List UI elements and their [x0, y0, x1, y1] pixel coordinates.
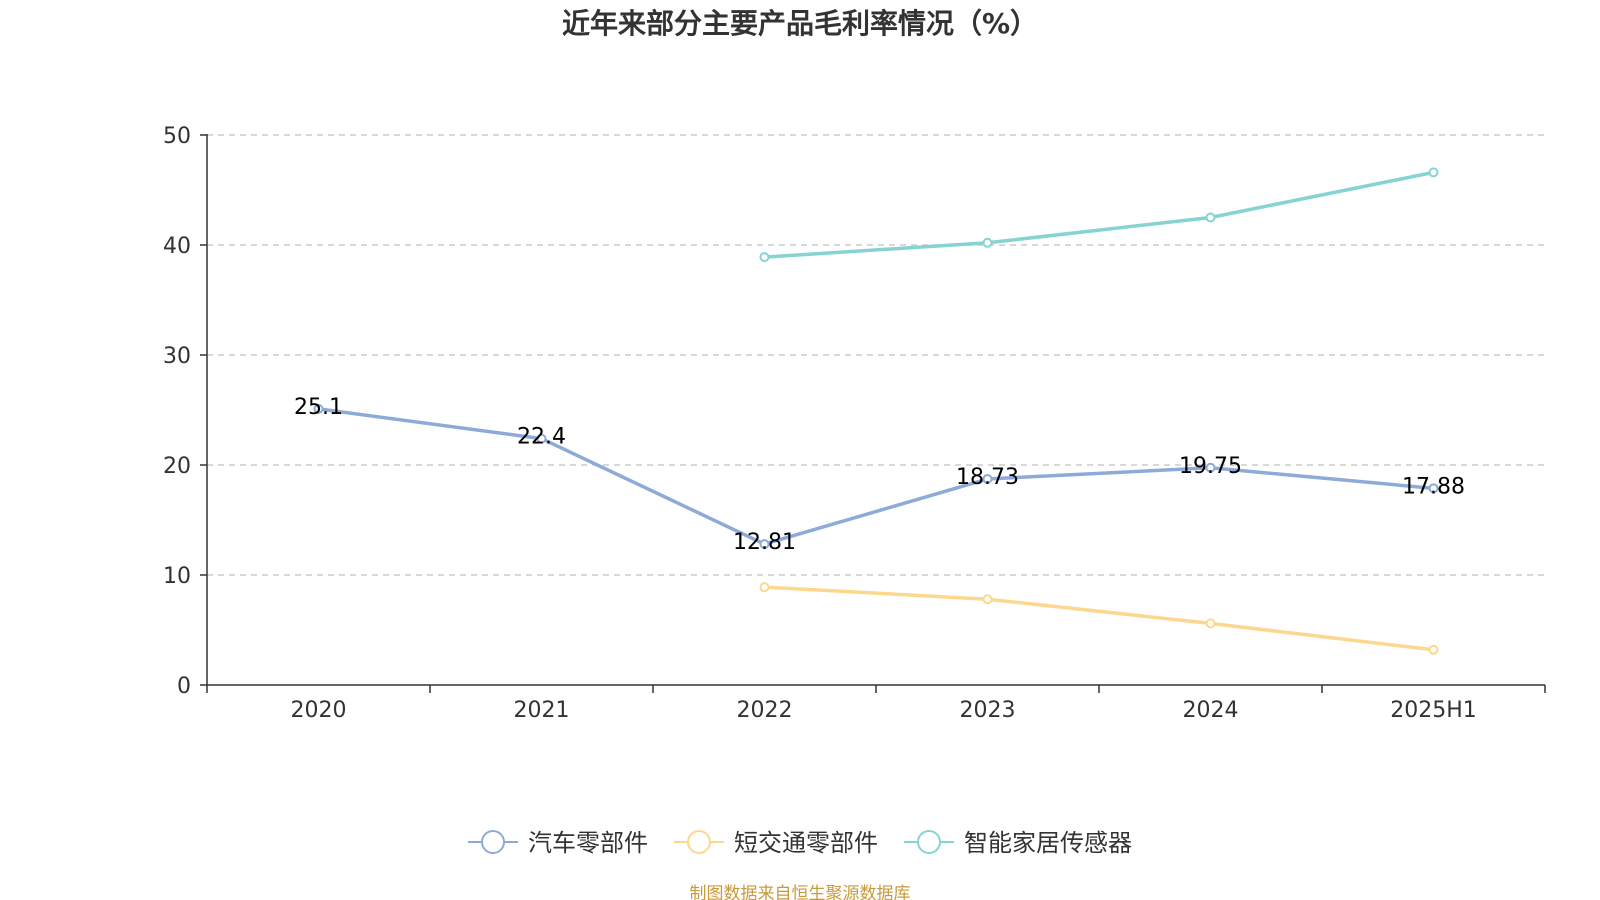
data-label: 19.75 [1179, 454, 1242, 479]
data-point [759, 252, 770, 263]
legend-marker [917, 830, 941, 854]
series-line-0 [316, 407, 1436, 546]
data-labels: 25.1 22.4 12.81 18.73 19.75 17.88 [294, 395, 1465, 555]
data-point [982, 237, 993, 248]
data-label: 12.81 [733, 530, 796, 555]
data-point [1428, 483, 1439, 494]
data-label: 22.4 [517, 425, 566, 450]
y-tick-label: 50 [163, 124, 191, 149]
y-tick-label: 0 [177, 674, 191, 699]
data-point [1428, 644, 1439, 655]
x-tick-label: 2021 [514, 698, 570, 723]
legend-marker [481, 830, 505, 854]
x-tick-label: 2023 [960, 698, 1016, 723]
series-line-1 [762, 585, 1436, 652]
y-tick-label: 10 [163, 564, 191, 589]
data-label: 18.73 [956, 465, 1019, 490]
legend-label: 汽车零部件 [528, 829, 648, 857]
y-tick-label: 30 [163, 344, 191, 369]
data-point [759, 539, 770, 550]
data-label: 17.88 [1402, 474, 1465, 499]
data-point [1205, 212, 1216, 223]
legend-item-0: 汽车零部件 [468, 829, 648, 857]
axes: 0 10 20 30 40 50 2020 2021 2022 2023 2024 2025H1 [163, 124, 1546, 723]
legend-item-1: 短交通零部件 [674, 829, 878, 857]
data-point [759, 582, 770, 593]
data-point [982, 594, 993, 605]
x-tick-label: 2024 [1183, 698, 1239, 723]
series-lines [313, 167, 1439, 655]
data-point [982, 473, 993, 484]
legend-marker [687, 830, 711, 854]
series-line-2 [762, 170, 1436, 259]
data-point [1428, 167, 1439, 178]
legend-label: 智能家居传感器 [964, 829, 1132, 857]
x-tick-label: 2020 [291, 698, 347, 723]
data-label: 25.1 [294, 395, 343, 420]
grid-lines [207, 134, 1545, 576]
legend-item-2: 智能家居传感器 [904, 829, 1132, 857]
data-point [1205, 618, 1216, 629]
x-tick-label: 2022 [737, 698, 793, 723]
x-tick-label: 2025H1 [1390, 698, 1477, 723]
y-tick-label: 40 [163, 234, 191, 259]
data-point [1205, 462, 1216, 473]
legend-label: 短交通零部件 [734, 829, 878, 857]
y-tick-label: 20 [163, 454, 191, 479]
data-point [313, 403, 324, 414]
data-point [536, 433, 547, 444]
chart-title: 近年来部分主要产品毛利率情况（%） [562, 7, 1038, 40]
legend: 汽车零部件 短交通零部件 智能家居传感器 [468, 829, 1132, 857]
source-note: 制图数据来自恒生聚源数据库 [690, 884, 911, 900]
